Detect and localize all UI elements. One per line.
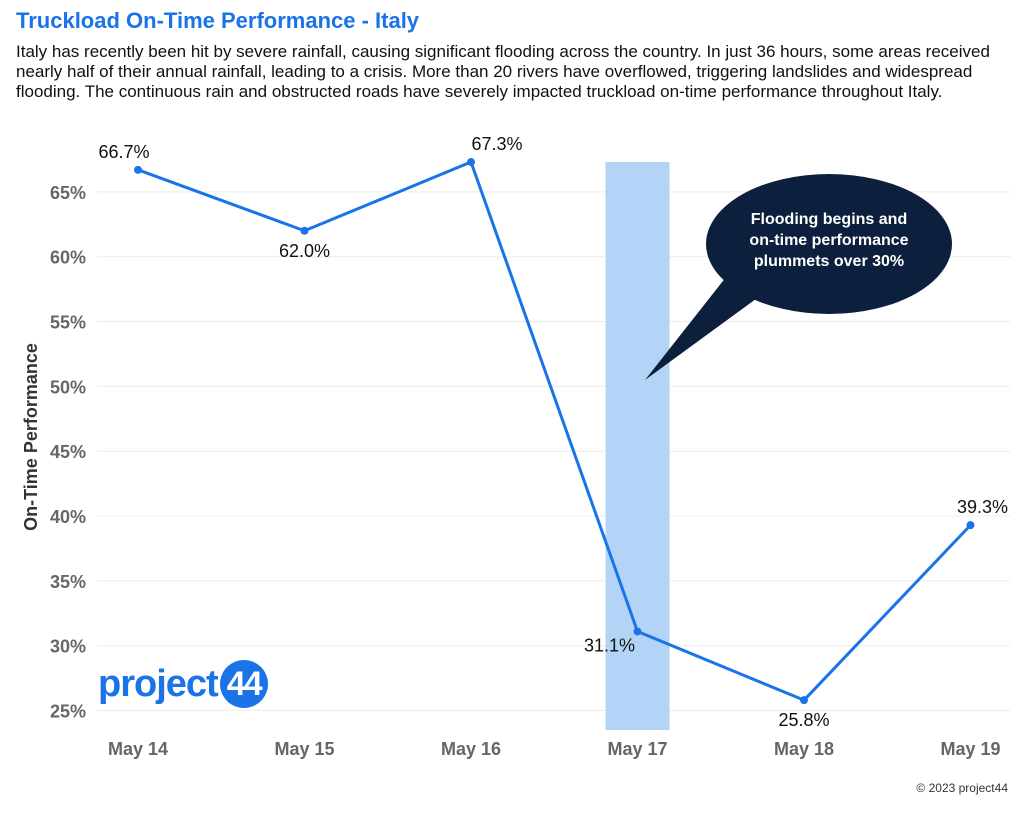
data-point	[966, 521, 975, 530]
x-tick-label: May 19	[940, 739, 1000, 759]
x-axis-ticks: May 14 May 15 May 16 May 17 May 18 May 19	[108, 739, 1001, 759]
data-point	[467, 158, 475, 167]
y-tick-label: 65%	[50, 183, 86, 203]
annotation-callout: Flooding begins and on-time performance pl…	[645, 174, 952, 380]
series-line-group: 66.7% 62.0% 67.3% 31.1% 25.8% 39.3%	[98, 134, 1008, 730]
y-tick-label: 45%	[50, 442, 86, 462]
data-point	[800, 696, 808, 705]
data-label: 67.3%	[471, 134, 522, 154]
chart-title: Truckload On-Time Performance - Italy	[16, 8, 420, 33]
x-tick-label: May 17	[607, 739, 667, 759]
project44-logo: project 44	[98, 660, 268, 708]
y-tick-label: 60%	[50, 248, 86, 268]
y-tick-label: 50%	[50, 377, 86, 397]
x-tick-label: May 15	[274, 739, 334, 759]
y-tick-label: 25%	[50, 702, 86, 722]
x-tick-label: May 16	[441, 739, 501, 759]
x-tick-label: May 14	[108, 739, 168, 759]
data-label: 62.0%	[279, 241, 330, 261]
data-label: 25.8%	[778, 710, 829, 730]
data-point	[300, 226, 309, 235]
y-tick-label: 55%	[50, 313, 86, 333]
data-label: 39.3%	[957, 497, 1008, 517]
logo-number-badge: 44	[219, 660, 268, 708]
data-point	[134, 165, 142, 174]
data-label: 66.7%	[98, 142, 149, 162]
y-axis-label: On-Time Performance	[21, 343, 41, 531]
series-line	[137, 160, 972, 702]
callout-pointer	[645, 272, 760, 380]
y-tick-label: 30%	[50, 637, 86, 657]
data-point	[633, 627, 642, 636]
x-tick-label: May 18	[774, 739, 834, 759]
copyright-footer: © 2023 project44	[916, 781, 1008, 795]
y-tick-label: 40%	[50, 507, 86, 527]
y-axis-ticks: 25% 30% 35% 40% 45% 50% 55% 60% 65%	[50, 183, 86, 722]
callout-text-line: Flooding begins and	[751, 211, 907, 228]
logo-word: project	[98, 662, 219, 705]
callout-text-line: on-time performance	[749, 232, 908, 249]
data-label: 31.1%	[584, 635, 635, 655]
y-tick-label: 35%	[50, 572, 86, 592]
callout-bubble	[706, 174, 952, 314]
chart-subtitle: Italy has recently been hit by severe ra…	[16, 42, 990, 101]
callout-text-line: plummets over 30%	[754, 253, 904, 270]
